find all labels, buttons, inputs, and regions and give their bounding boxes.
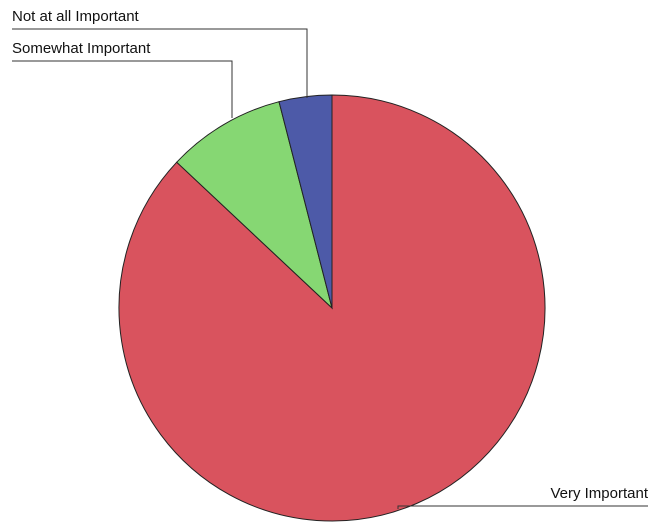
leader-line-somewhat-important — [12, 60, 233, 118]
leader-line-not-at-all-important — [12, 28, 308, 98]
label-not-at-all-important: Not at all Important — [12, 8, 140, 25]
leader-lines — [12, 28, 648, 509]
pie-slice-not-at-all-important — [278, 94, 333, 309]
label-somewhat-important: Somewhat Important — [12, 40, 151, 57]
label-very-important: Very Important — [550, 485, 648, 502]
pie-slice-somewhat-important — [176, 101, 333, 310]
pie-slices — [118, 94, 546, 522]
leader-line-very-important — [397, 505, 648, 509]
